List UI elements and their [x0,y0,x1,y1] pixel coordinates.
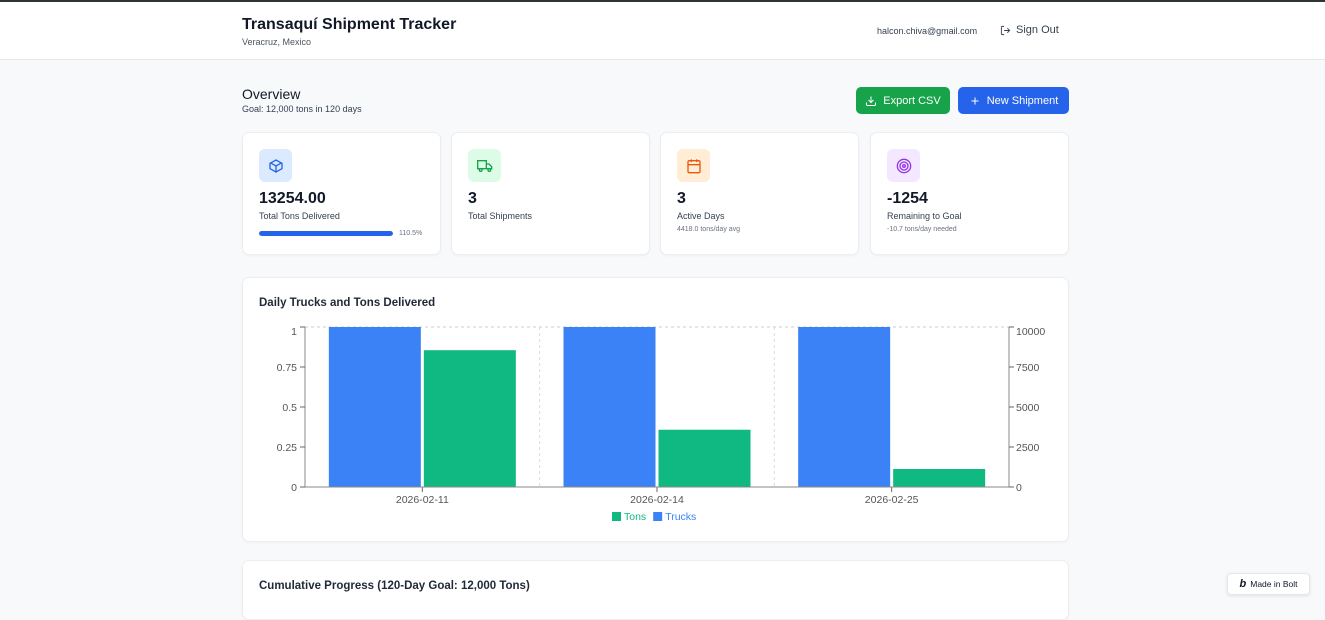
legend-label: Tons [624,511,646,523]
stat-card-active-days: 3 Active Days 4418.0 tons/day avg [660,132,859,255]
trucks-bar [328,327,421,487]
target-icon [887,149,920,182]
new-shipment-label: New Shipment [986,94,1059,107]
sign-out-button[interactable]: Sign Out [1000,24,1059,36]
calendar-icon [677,149,710,182]
new-shipment-button[interactable]: New Shipment [958,87,1069,114]
cumulative-chart-card: Cumulative Progress (120-Day Goal: 12,00… [242,560,1069,620]
right-tick-label: 0 [1016,482,1022,494]
download-icon [866,96,877,106]
stat-value: 3 [677,190,686,207]
stat-label: Total Shipments [468,211,533,221]
stat-note: -10.7 tons/day needed [887,226,957,233]
overview-title: Overview [242,86,301,102]
plus-icon [971,97,979,104]
app-header: Transaquí Shipment Tracker Veracruz, Mex… [0,2,1325,60]
left-tick-label: 0.75 [277,362,298,374]
stat-value: 13254.00 [259,190,326,207]
x-tick-label: 2026-02-14 [630,494,684,506]
goal-progress-bar [259,231,393,236]
daily-chart-card: Daily Trucks and Tons Delivered 2026-02-… [242,277,1069,542]
chart-title: Daily Trucks and Tons Delivered [259,297,436,309]
user-email: halcon.chiva@gmail.com [877,26,978,36]
stat-label: Total Tons Delivered [259,211,340,221]
right-tick-label: 5000 [1016,402,1040,414]
right-tick-label: 7500 [1016,362,1040,374]
stat-card-remaining: -1254 Remaining to Goal -10.7 tons/day n… [870,132,1069,255]
legend-label: Trucks [665,511,696,523]
right-tick-label: 2500 [1016,442,1040,454]
left-tick-label: 1 [291,326,297,338]
stat-card-tons: 13254.00 Total Tons Delivered 110.5% [242,132,441,255]
truck-icon [468,149,501,182]
export-csv-label: Export CSV [883,94,941,107]
right-tick-label: 10000 [1016,326,1045,338]
tons-bar [893,469,986,487]
tons-bar [658,429,751,487]
stat-card-shipments: 3 Total Shipments [451,132,650,255]
x-tick-label: 2026-02-11 [396,494,449,506]
tons-bar [423,350,516,487]
stat-note: 4418.0 tons/day avg [677,226,741,233]
legend-swatch [612,512,621,521]
app-title: Transaquí Shipment Tracker [242,16,457,33]
progress-fill [259,231,393,236]
progress-percent: 110.5% [399,230,423,237]
trucks-bar [563,327,656,487]
legend-swatch [653,512,663,521]
sign-out-icon [1000,25,1011,35]
made-in-bolt-badge[interactable]: b Made in Bolt [1227,573,1310,595]
chart-title: Cumulative Progress (120-Day Goal: 12,00… [259,580,530,592]
package-icon [259,149,292,182]
stat-value: -1254 [887,190,928,207]
x-tick-label: 2026-02-25 [865,494,919,506]
left-tick-label: 0.5 [282,402,297,414]
overview-goal: Goal: 12,000 tons in 120 days [242,104,362,114]
bolt-logo-icon: b [1239,578,1247,590]
badge-label: Made in Bolt [1250,579,1298,589]
left-tick-label: 0.25 [277,442,298,454]
trucks-bar [798,327,891,487]
location: Veracruz, Mexico [242,37,312,47]
daily-bar-chart: 2026-02-11 2026-02-14 2026-02-25 0 0.25 0.5 0.… [277,326,1046,523]
stat-label: Remaining to Goal [887,211,962,221]
left-tick-label: 0 [291,482,297,494]
stat-value: 3 [468,190,477,207]
sign-out-label: Sign Out [1016,24,1059,36]
stat-label: Active Days [677,211,725,221]
export-csv-button[interactable]: Export CSV [856,87,950,114]
